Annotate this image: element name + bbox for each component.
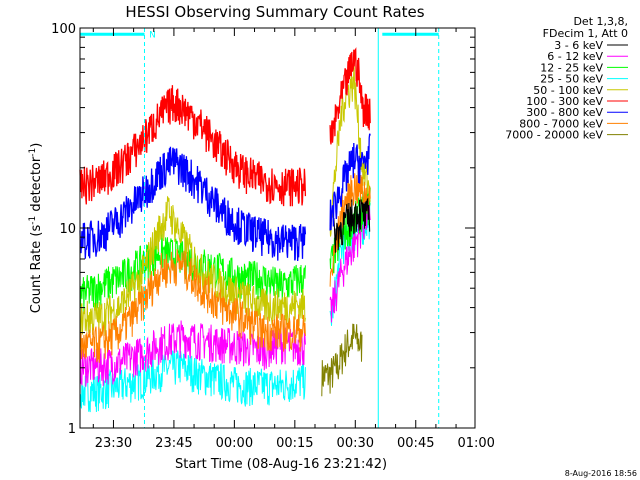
series-6-trace: [79, 47, 371, 207]
y-axis: 1 10 100: [51, 22, 475, 437]
saa-marker-label: N: [149, 30, 156, 40]
series-7-line: [79, 133, 371, 262]
x-tick-label-0015: 00:15: [276, 436, 313, 451]
x-axis: 23:30 23:45 00:00 00:15 00:30 00:45 01:00: [92, 28, 495, 451]
x-tick-label-0045: 00:45: [397, 436, 434, 451]
x-tick-label-0030: 00:30: [337, 436, 374, 451]
series-9-line: [321, 323, 363, 397]
legend-entry-1: 3 - 6 keV: [554, 39, 603, 52]
timestamp: 8-Aug-2016 18:56: [565, 469, 637, 478]
x-axis-label: Start Time (08-Aug-16 23:21:42): [175, 457, 387, 472]
legend-entry-7: 300 - 800 keV: [526, 106, 603, 119]
series-6-line: [79, 47, 371, 207]
plot-area: N: [79, 28, 440, 428]
y-tick-label-1: 1: [68, 422, 76, 437]
x-tick-label-0000: 00:00: [216, 436, 253, 451]
series-1-trace: [333, 197, 371, 253]
x-tick-label-2330: 23:30: [95, 436, 132, 451]
y-tick-label-100: 100: [51, 22, 76, 37]
legend-entry-4: 25 - 50 keV: [540, 73, 603, 86]
x-tick-label-2345: 23:45: [155, 436, 192, 451]
series-7-trace: [79, 133, 371, 262]
y-tick-label-10: 10: [59, 222, 76, 237]
series-1-line: [333, 197, 371, 253]
chart-title: HESSI Observing Summary Count Rates: [125, 3, 424, 21]
legend-entry-8: 800 - 7000 keV: [519, 117, 603, 130]
legend-header-2: FDecim 1, Att 0: [543, 27, 628, 40]
legend-entry-9: 7000 - 20000 keV: [505, 129, 603, 142]
orbit-markers: N: [80, 28, 440, 428]
x-tick-label-0100: 01:00: [457, 436, 494, 451]
plot-frame: [79, 27, 476, 429]
series-9-trace: [321, 323, 363, 397]
legend-header-1: Det 1,3,8,: [573, 15, 628, 28]
legend-entry-3: 12 - 25 keV: [540, 61, 603, 74]
y-axis-label: Count Rate (s-1 detector-1): [28, 143, 44, 314]
legend-entry-5: 50 - 100 keV: [533, 84, 603, 97]
legend-entry-6: 100 - 300 keV: [526, 95, 603, 108]
legend-entry-2: 6 - 12 keV: [547, 50, 603, 63]
